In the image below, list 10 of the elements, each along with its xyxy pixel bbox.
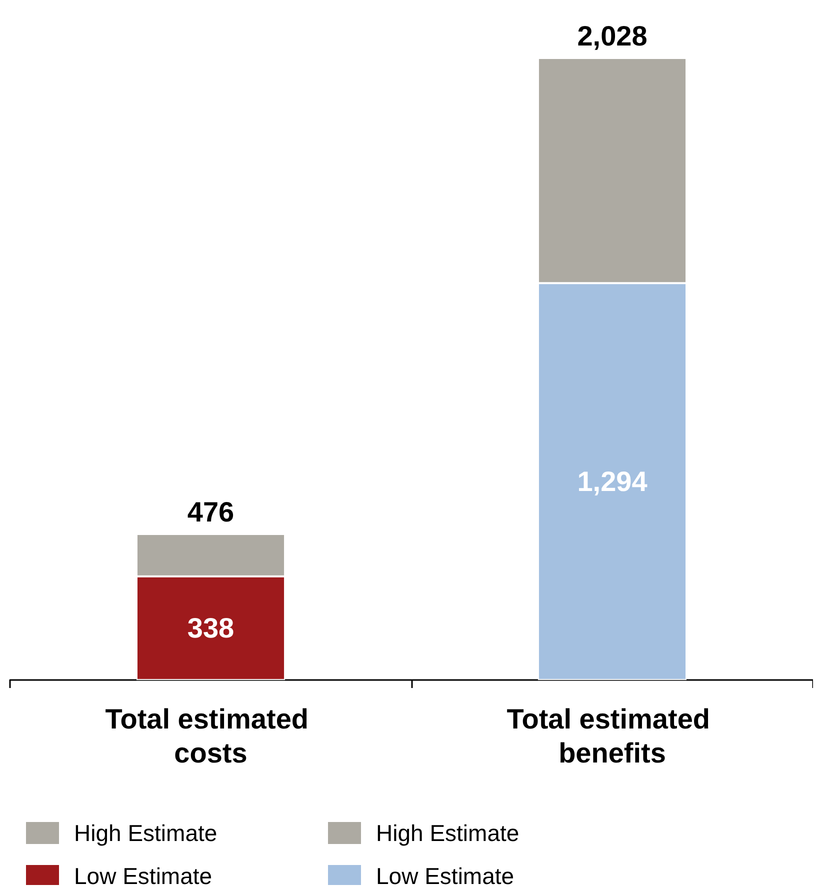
legend-label: Low Estimate xyxy=(74,863,212,889)
data-label: 338 xyxy=(187,612,234,644)
x-tick-label: Total estimated benefits xyxy=(506,704,718,768)
legend-label: High Estimate xyxy=(376,820,520,846)
legend-label: High Estimate xyxy=(74,820,218,846)
legend-label: Low Estimate xyxy=(376,863,514,889)
data-label: 1,294 xyxy=(577,466,648,498)
total-label: 476 xyxy=(187,496,234,528)
x-tick-label: Total estimated costs xyxy=(105,704,316,768)
total-label: 2,028 xyxy=(577,20,648,52)
